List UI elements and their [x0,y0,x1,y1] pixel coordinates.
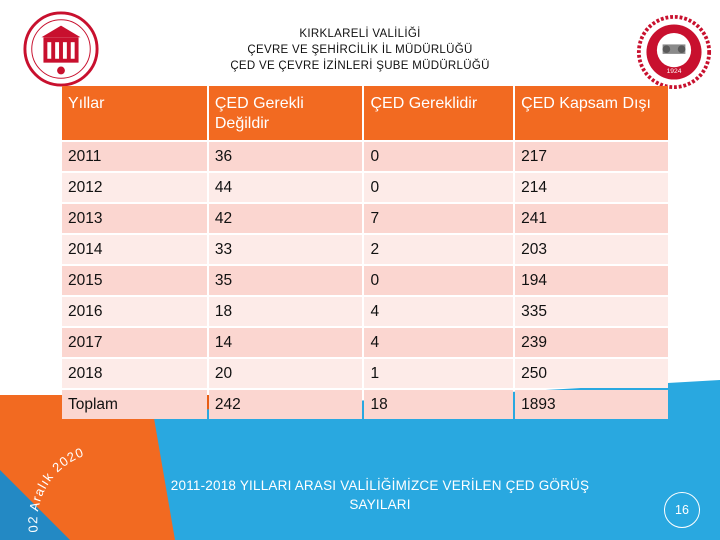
table-cell: 4 [364,297,514,326]
date-text: 02 Aralık 2020 [25,444,85,533]
svg-text:02 Aralık 2020: 02 Aralık 2020 [25,444,86,533]
column-header-years: Yıllar [62,86,207,140]
caption-line-2: SAYILARI [349,497,411,512]
table-row: 2014 33 2 203 [62,235,668,264]
column-header-out-of-scope: ÇED Kapsam Dışı [515,86,668,140]
table-cell: 35 [208,266,363,295]
table-cell: 2018 [62,359,207,388]
table-row: 2017 14 4 239 [62,328,668,357]
table-cell: 0 [364,142,514,171]
header-line-1: KIRKLARELİ VALİLİĞİ [299,28,421,40]
table-cell: 1 [364,359,514,388]
table-row-total: Toplam 242 18 1893 [62,390,668,419]
table-cell: 250 [515,359,668,388]
table-cell: 214 [515,173,668,202]
table-row: 2015 35 0 194 [62,266,668,295]
date-label: 02 Aralık 2020 [25,444,86,533]
table-cell: 0 [364,266,514,295]
blue-shape [110,380,720,540]
table-cell: 2 [364,235,514,264]
table-cell: 1893 [515,390,668,419]
table-cell: 20 [208,359,363,388]
table-cell: 241 [515,204,668,233]
table-cell: 4 [364,328,514,357]
table-cell: 2013 [62,204,207,233]
table-cell: 44 [208,173,363,202]
page-number-badge: 16 [664,492,700,528]
table-cell: 42 [208,204,363,233]
table-cell: 217 [515,142,668,171]
table-cell: 7 [364,204,514,233]
slide-caption: 2011-2018 YILLARI ARASI VALİLİĞİMİZCE VE… [130,476,630,514]
table-cell: 2017 [62,328,207,357]
header-line-2: ÇEVRE VE ŞEHİRCİLİK İL MÜDÜRLÜĞÜ [247,44,473,56]
table-cell: 33 [208,235,363,264]
table-cell: 335 [515,297,668,326]
table-cell: 194 [515,266,668,295]
table-cell: 14 [208,328,363,357]
table-row: 2013 42 7 241 [62,204,668,233]
table-cell: 0 [364,173,514,202]
column-header-ced-not-required: ÇED Gerekli Değildir [208,86,363,140]
table-row: 2018 20 1 250 [62,359,668,388]
orange-front [0,395,175,540]
table-cell: 2016 [62,297,207,326]
table-cell: 18 [364,390,514,419]
seal-year: 1924 [667,68,682,75]
table-cell: 203 [515,235,668,264]
header-line-3: ÇED VE ÇEVRE İZİNLERİ ŞUBE MÜDÜRLÜĞÜ [230,60,490,72]
table-cell: 2012 [62,173,207,202]
header: KIRKLARELİ VALİLİĞİ ÇEVRE VE ŞEHİRCİLİK … [180,26,540,74]
table-cell: Toplam [62,390,207,419]
kirklareli-governorship-seal-icon: 1924 [636,14,712,90]
table-row: 2012 44 0 214 [62,173,668,202]
table-cell: 2011 [62,142,207,171]
table-cell: 2014 [62,235,207,264]
table-header-row: Yıllar ÇED Gerekli Değildir ÇED Gereklid… [62,86,668,140]
ced-statistics-table: Yıllar ÇED Gerekli Değildir ÇED Gereklid… [60,84,670,421]
table-cell: 2015 [62,266,207,295]
table-cell: 239 [515,328,668,357]
table-row: 2016 18 4 335 [62,297,668,326]
table-cell: 242 [208,390,363,419]
caption-line-1: 2011-2018 YILLARI ARASI VALİLİĞİMİZCE VE… [170,478,590,493]
turkish-ministry-emblem-icon [23,11,99,87]
table-cell: 36 [208,142,363,171]
table-row: 2011 36 0 217 [62,142,668,171]
table-cell: 18 [208,297,363,326]
column-header-ced-required: ÇED Gereklidir [364,86,514,140]
